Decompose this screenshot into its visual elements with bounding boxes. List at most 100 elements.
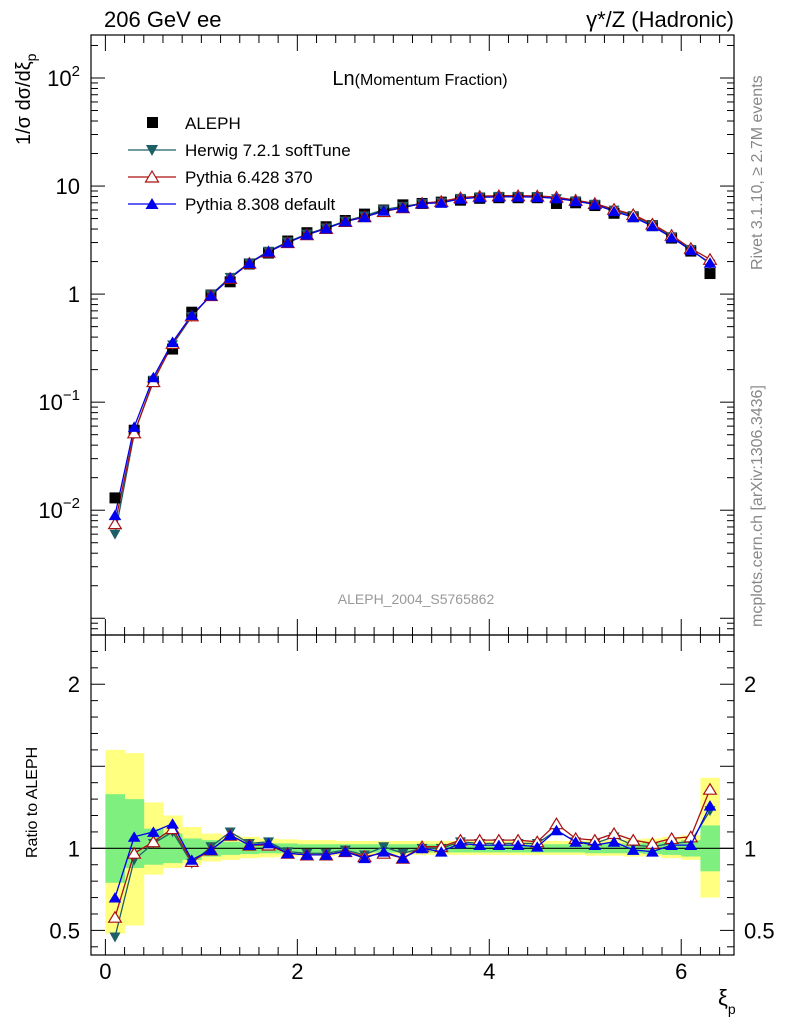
pythia8-ratio-point bbox=[646, 846, 659, 857]
y-tick-label: 10 bbox=[56, 174, 80, 199]
pythia6-data-point bbox=[126, 426, 142, 439]
legend-label-pythia6: Pythia 6.428 370 bbox=[185, 168, 313, 187]
ratio-y-tick-label-right: 0.5 bbox=[744, 918, 775, 943]
legend-label-herwig: Herwig 7.2.1 softTune bbox=[185, 141, 351, 160]
y-tick-label-exponent: −1 bbox=[63, 387, 80, 404]
pythia8-ratio-point bbox=[665, 839, 678, 851]
pythia6-ratio-point bbox=[702, 782, 718, 795]
header-energy-label: 206 GeV ee bbox=[104, 7, 221, 32]
pythia8-data-point bbox=[492, 191, 506, 202]
pythia8-ratio-point bbox=[204, 844, 218, 855]
herwig-marker-icon bbox=[146, 145, 158, 156]
pythia8-ratio-point bbox=[262, 837, 275, 849]
x-tick-label: 4 bbox=[483, 959, 495, 984]
y-tick-label-base: 10 bbox=[56, 174, 80, 199]
pythia8-ratio-point bbox=[550, 824, 563, 836]
ratio-y-tick-label-left: 2 bbox=[68, 672, 80, 697]
y-tick-label-base: 1 bbox=[68, 282, 80, 307]
x-tick-label: 6 bbox=[675, 959, 687, 984]
chart-title-sub: (Momentum Fraction) bbox=[355, 72, 508, 89]
x-axis-label-main: ξ bbox=[718, 985, 728, 1010]
pythia8-ratio-point bbox=[377, 846, 391, 857]
ratio-y-tick-label-right: 2 bbox=[744, 672, 756, 697]
ratio-y-tick-label-left: 0.5 bbox=[49, 918, 80, 943]
pythia8-data-point bbox=[665, 231, 678, 243]
aleph-marker-icon bbox=[147, 117, 158, 128]
pythia8-series-line bbox=[114, 196, 711, 516]
y-tick-label: 10−1 bbox=[38, 387, 80, 415]
pythia8-data-point bbox=[300, 229, 314, 240]
legend-label-aleph: ALEPH bbox=[185, 114, 241, 133]
pythia8-data-point bbox=[262, 246, 275, 257]
y-tick-label-base: 10 bbox=[47, 66, 71, 91]
pythia8-ratio-point bbox=[415, 842, 429, 854]
pythia8-data-point bbox=[434, 197, 448, 208]
ratio-y-tick-label-left: 1 bbox=[68, 836, 80, 861]
pythia8-data-point bbox=[166, 336, 179, 347]
ratio-inner-band bbox=[105, 794, 125, 883]
pythia8-data-point bbox=[204, 290, 218, 301]
legend-label-pythia8: Pythia 8.308 default bbox=[185, 195, 336, 214]
x-tick-label: 2 bbox=[291, 959, 303, 984]
pythia8-ratio-point bbox=[434, 846, 448, 857]
pythia6-ratio-point bbox=[145, 835, 161, 848]
x-axis-label-sub: p bbox=[728, 1001, 736, 1017]
legend-entry-pythia8: Pythia 8.308 default bbox=[128, 195, 336, 214]
chart-title: Ln(Momentum Fraction) bbox=[332, 68, 507, 90]
pythia8-data-point bbox=[473, 191, 487, 203]
pythia8-data-point bbox=[377, 205, 391, 216]
pythia8-ratio-point bbox=[684, 839, 698, 851]
y-axis-label: 1/σ dσ/dξp bbox=[13, 53, 39, 145]
pythia8-data-point bbox=[338, 215, 352, 227]
pythia8-ratio-point bbox=[396, 852, 410, 864]
pythia8-ratio-point bbox=[243, 839, 256, 851]
pythia8-ratio-point bbox=[511, 839, 525, 851]
pythia8-data-point bbox=[569, 195, 582, 207]
legend-entry-pythia6: Pythia 6.428 370 bbox=[128, 168, 313, 187]
pythia8-ratio-point bbox=[703, 800, 717, 811]
pythia8-data-point bbox=[511, 191, 525, 202]
pythia8-ratio-point bbox=[185, 854, 199, 865]
pythia6-data-point bbox=[107, 517, 123, 530]
pythia6-series-line bbox=[114, 195, 711, 524]
analysis-watermark: ALEPH_2004_S5765862 bbox=[338, 591, 495, 607]
pythia8-ratio-point bbox=[108, 892, 122, 903]
rivet-version-label: Rivet 3.1.10, ≥ 2.7M events bbox=[749, 75, 766, 270]
pythia8-ratio-point bbox=[338, 846, 352, 857]
pythia8-ratio-point bbox=[358, 852, 371, 864]
pythia8-data-point bbox=[147, 371, 160, 383]
pythia8-data-point bbox=[127, 421, 141, 432]
pythia8-data-point bbox=[358, 211, 371, 223]
pythia8-data-point bbox=[588, 198, 602, 210]
pythia8-data-point bbox=[530, 191, 544, 203]
pythia8-marker-icon bbox=[145, 198, 159, 209]
y-tick-label: 10−2 bbox=[38, 495, 80, 523]
y-tick-label: 1 bbox=[68, 282, 80, 307]
pythia8-data-point bbox=[223, 272, 237, 283]
pythia8-ratio-point bbox=[492, 839, 506, 851]
pythia8-ratio-point bbox=[588, 839, 602, 851]
pythia8-data-point bbox=[646, 220, 659, 232]
pythia8-ratio-point bbox=[223, 829, 237, 841]
pythia8-ratio-point bbox=[569, 836, 582, 847]
herwig-data-point bbox=[109, 529, 121, 540]
chart-title-main: Ln bbox=[332, 68, 354, 90]
pythia8-data-point bbox=[319, 222, 333, 234]
legend: ALEPH Herwig 7.2.1 softTune Pythia 6.428… bbox=[128, 114, 351, 214]
pythia8-data-point bbox=[684, 244, 698, 256]
pythia8-data-point bbox=[454, 193, 467, 204]
pythia8-ratio-point bbox=[626, 844, 640, 855]
ratio-panel: 0 2 4 6 0.5 0.5 1 1 2 2 bbox=[49, 634, 775, 984]
herwig-series-line bbox=[114, 195, 711, 535]
y-tick-label-base: 10 bbox=[38, 390, 62, 415]
pythia8-ratio-point bbox=[147, 826, 160, 837]
aleph-data-point bbox=[704, 268, 716, 280]
pythia8-ratio-point bbox=[454, 837, 467, 849]
herwig-ratio-line bbox=[114, 810, 711, 938]
pythia8-data-point bbox=[185, 309, 199, 320]
ratio-y-tick-label-right: 1 bbox=[744, 836, 756, 861]
pythia8-data-point bbox=[703, 257, 717, 268]
aleph-data-point bbox=[109, 492, 121, 504]
ratio-panel-frame bbox=[90, 634, 735, 956]
